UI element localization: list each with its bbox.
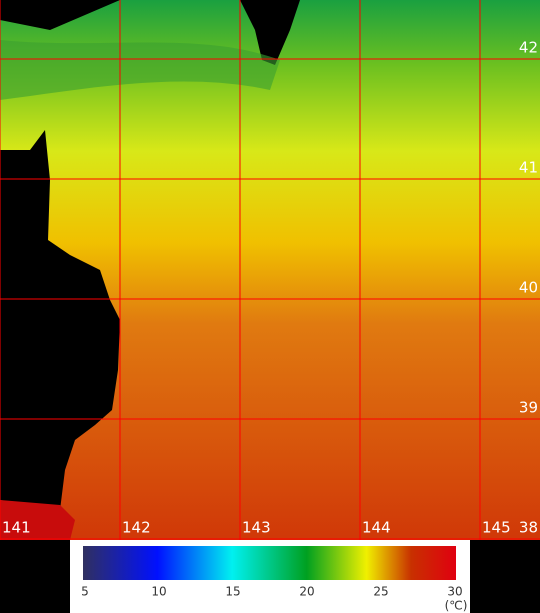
colorbar-tick-label: 15 — [225, 585, 240, 599]
longitude-label: 141 — [2, 519, 31, 537]
latitude-label: 39 — [519, 399, 538, 417]
cold-water — [0, 40, 280, 100]
colorbar-unit: (℃) — [445, 599, 468, 613]
longitude-label: 144 — [362, 519, 391, 537]
latitude-label: 42 — [519, 39, 538, 57]
colorbar-tick-label: 20 — [299, 585, 314, 599]
colorbar — [83, 546, 456, 580]
latitude-label: 40 — [519, 279, 538, 297]
colorbar-tick-label: 5 — [81, 585, 89, 599]
colorbar-tick-label: 30 — [447, 585, 462, 599]
coastal-water — [0, 500, 75, 540]
longitude-label: 143 — [242, 519, 271, 537]
longitude-label: 142 — [122, 519, 151, 537]
land — [240, 0, 300, 65]
colorbar-tick-label: 25 — [373, 585, 388, 599]
longitude-label: 145 — [482, 519, 511, 537]
colorbar-tick-label: 10 — [151, 585, 166, 599]
land — [0, 0, 120, 30]
land — [0, 130, 120, 510]
latitude-label: 41 — [519, 159, 538, 177]
latitude-label: 38 — [519, 519, 538, 537]
